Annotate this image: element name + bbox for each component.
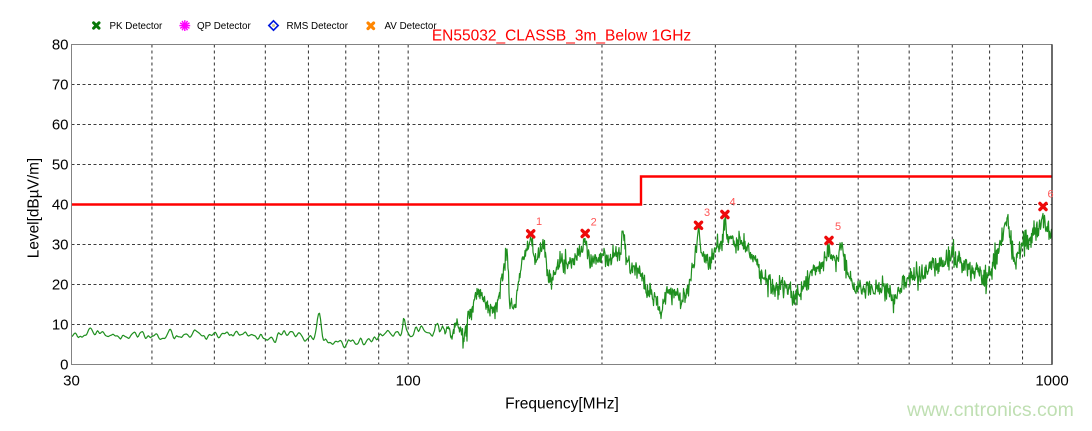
svg-text:Frequency[MHz]: Frequency[MHz]	[505, 396, 619, 413]
svg-text:40: 40	[52, 197, 69, 214]
svg-text:QP Detector: QP Detector	[197, 21, 251, 32]
svg-text:50: 50	[52, 157, 69, 174]
svg-text:5: 5	[835, 221, 841, 233]
svg-text:4: 4	[730, 196, 736, 208]
svg-text:Level[dBµV/m]: Level[dBµV/m]	[26, 158, 43, 258]
svg-text:10: 10	[52, 317, 69, 334]
svg-text:RMS Detector: RMS Detector	[287, 21, 349, 32]
svg-text:0: 0	[60, 357, 68, 374]
svg-text:100: 100	[396, 373, 421, 390]
svg-text:30: 30	[63, 373, 80, 390]
svg-text:www.cntronics.com: www.cntronics.com	[906, 399, 1074, 421]
svg-text:80: 80	[52, 37, 69, 54]
svg-text:1: 1	[536, 216, 542, 228]
svg-text:70: 70	[52, 77, 69, 94]
svg-text:AV Detector: AV Detector	[385, 21, 438, 32]
svg-text:60: 60	[52, 117, 69, 134]
svg-text:1000: 1000	[1035, 373, 1068, 390]
svg-text:20: 20	[52, 277, 69, 294]
svg-text:EN55032_CLASSB_3m_Below 1GHz: EN55032_CLASSB_3m_Below 1GHz	[432, 28, 691, 45]
svg-text:6: 6	[1047, 189, 1053, 201]
svg-text:3: 3	[704, 207, 710, 219]
svg-text:2: 2	[591, 217, 597, 229]
svg-text:30: 30	[52, 237, 69, 254]
svg-text:PK Detector: PK Detector	[110, 21, 164, 32]
